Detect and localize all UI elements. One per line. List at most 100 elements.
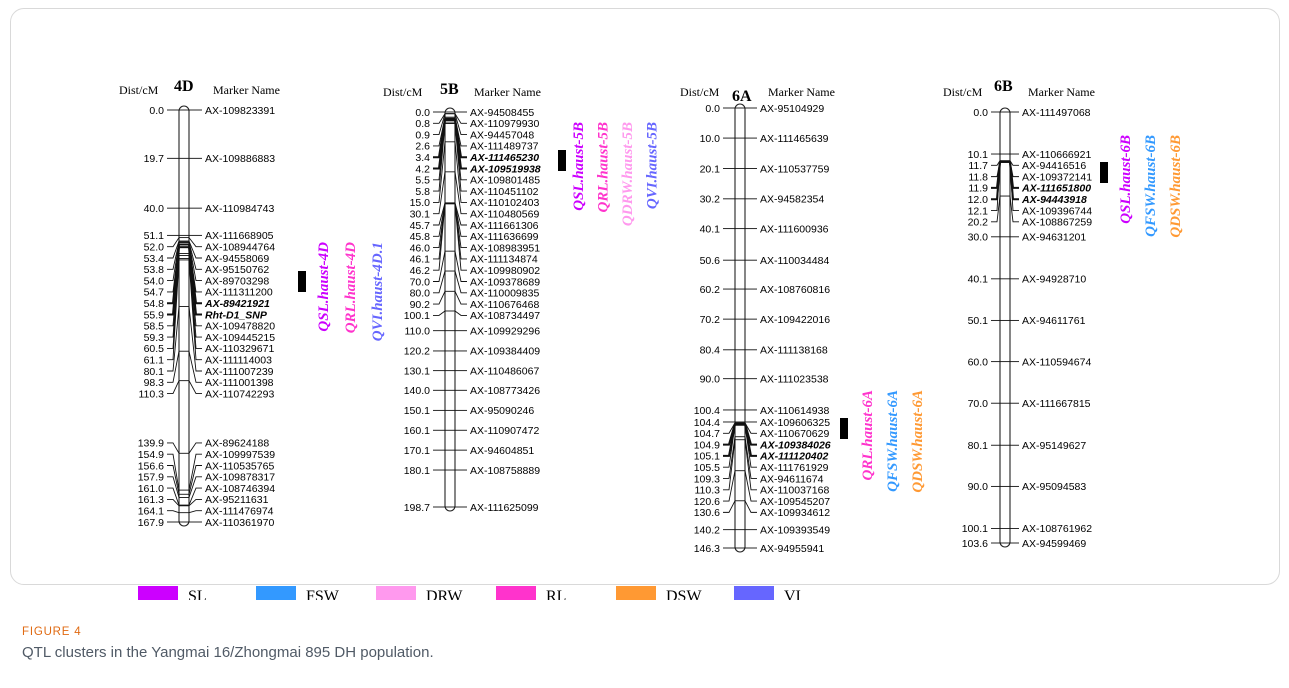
qtl-interval-bar xyxy=(1100,162,1108,183)
marker-position: 20.1 xyxy=(700,163,721,175)
marker-position: 100.1 xyxy=(962,523,988,535)
qtl-label: QFSW.haust-6A xyxy=(885,390,901,492)
connector-left xyxy=(167,465,180,495)
marker-position: 61.1 xyxy=(144,354,165,366)
chromosome-body xyxy=(178,105,190,527)
marker-position: 150.1 xyxy=(404,405,430,417)
marker-name: AX-108746394 xyxy=(205,483,275,495)
header-dist: Dist/cM xyxy=(119,83,159,97)
marker-name: AX-94558069 xyxy=(205,253,269,265)
marker-name: AX-110009835 xyxy=(470,288,539,300)
marker-position: 105.5 xyxy=(694,462,720,474)
marker-position: 0.0 xyxy=(705,103,720,115)
marker-name: AX-109478820 xyxy=(205,321,275,333)
connector-left xyxy=(167,476,180,498)
legend-swatch xyxy=(376,586,416,600)
marker-position: 19.7 xyxy=(144,153,165,165)
connector-left xyxy=(167,453,180,491)
chromosome-body xyxy=(734,103,746,553)
marker-position: 15.0 xyxy=(410,197,431,209)
marker-position: 103.6 xyxy=(962,538,988,550)
marker-name: AX-111636699 xyxy=(470,231,539,243)
legend-label: VI xyxy=(784,588,801,600)
connector-left xyxy=(433,171,446,215)
marker-position: 0.0 xyxy=(149,105,164,117)
marker-position: 50.1 xyxy=(968,315,989,327)
legend-swatch xyxy=(616,586,656,600)
marker-name: AX-110614938 xyxy=(760,405,829,417)
qtl-label: QRL.haust-6A xyxy=(860,390,876,480)
connector-left xyxy=(433,270,446,294)
marker-position: 59.3 xyxy=(144,332,165,344)
connector-right xyxy=(188,306,202,372)
marker-position: 30.0 xyxy=(968,232,989,244)
marker-name: AX-111668905 xyxy=(205,230,274,242)
marker-name: AX-110480569 xyxy=(470,209,539,221)
marker-position: 130.6 xyxy=(694,507,720,519)
marker-name: AX-111600936 xyxy=(760,223,829,235)
marker-position: 157.9 xyxy=(138,472,164,484)
marker-name: AX-108944764 xyxy=(205,241,275,253)
marker-position: 104.9 xyxy=(694,439,720,451)
marker-name: AX-111007239 xyxy=(205,366,274,378)
marker-name: AX-108758889 xyxy=(470,465,540,477)
connector-left xyxy=(723,439,736,491)
legend-label: FSW xyxy=(306,588,340,600)
marker-position: 30.1 xyxy=(410,209,431,221)
marker-position: 0.0 xyxy=(415,107,430,119)
connector-right xyxy=(1009,195,1019,223)
header-marker: Marker Name xyxy=(213,83,280,97)
marker-name: AX-95094583 xyxy=(1022,481,1086,493)
connector-right xyxy=(454,123,467,192)
marker-position: 0.0 xyxy=(973,107,988,119)
legend-swatch xyxy=(496,586,536,600)
marker-position: 3.4 xyxy=(415,152,430,164)
marker-position: 80.4 xyxy=(700,345,721,357)
marker-position: 109.3 xyxy=(694,473,720,485)
qtl-label: QDSW.haust-6B xyxy=(1168,135,1184,238)
header-marker: Marker Name xyxy=(768,85,835,99)
connector-right xyxy=(454,203,467,271)
marker-position: 100.4 xyxy=(694,405,720,417)
marker-position: 110.3 xyxy=(139,388,165,400)
marker-position: 180.1 xyxy=(404,465,430,477)
marker-position: 40.1 xyxy=(968,274,989,286)
marker-position: 4.2 xyxy=(415,163,430,175)
marker-name: AX-95211631 xyxy=(205,494,269,506)
legend-item-vi: VI xyxy=(734,586,801,600)
legend-item-drw: DRW xyxy=(376,586,463,600)
connector-left xyxy=(991,162,1001,211)
marker-name-qtl: AX-111465230 xyxy=(469,152,539,164)
figure-caption: QTL clusters in the Yangmai 16/Zhongmai … xyxy=(22,644,434,661)
marker-position: 70.2 xyxy=(700,314,721,326)
marker-position: 70.0 xyxy=(410,276,431,288)
marker-position: 54.0 xyxy=(144,275,165,287)
marker-name: AX-109393549 xyxy=(760,524,830,536)
marker-name: AX-111134874 xyxy=(470,254,538,266)
connector-left xyxy=(167,442,180,454)
marker-position: 80.1 xyxy=(968,440,989,452)
marker-position: 0.9 xyxy=(415,129,430,141)
marker-position: 198.7 xyxy=(404,502,430,514)
marker-name: AX-110034484 xyxy=(760,255,829,267)
qtl-label: QSL.haust-6B xyxy=(1118,135,1134,224)
connector-right xyxy=(188,351,202,383)
marker-name: AX-108983951 xyxy=(470,242,540,254)
marker-position: 5.5 xyxy=(415,175,430,187)
header-marker: Marker Name xyxy=(474,85,541,99)
marker-position: 154.9 xyxy=(138,449,164,461)
marker-name: AX-110676468 xyxy=(470,299,539,311)
connector-right xyxy=(188,242,202,282)
marker-name: AX-111661306 xyxy=(470,220,539,232)
marker-position: 53.8 xyxy=(144,264,165,276)
connector-right xyxy=(188,240,202,259)
marker-position: 52.0 xyxy=(144,241,165,253)
connector-left xyxy=(723,470,736,502)
marker-position: 54.7 xyxy=(144,287,165,299)
marker-name: AX-108760816 xyxy=(760,284,830,296)
marker-name: AX-111311200 xyxy=(205,287,273,299)
marker-position: 30.2 xyxy=(700,194,721,206)
marker-name: AX-109997539 xyxy=(205,449,275,461)
marker-name: AX-111497068 xyxy=(1022,107,1091,119)
legend-item-sl: SL xyxy=(138,586,207,600)
